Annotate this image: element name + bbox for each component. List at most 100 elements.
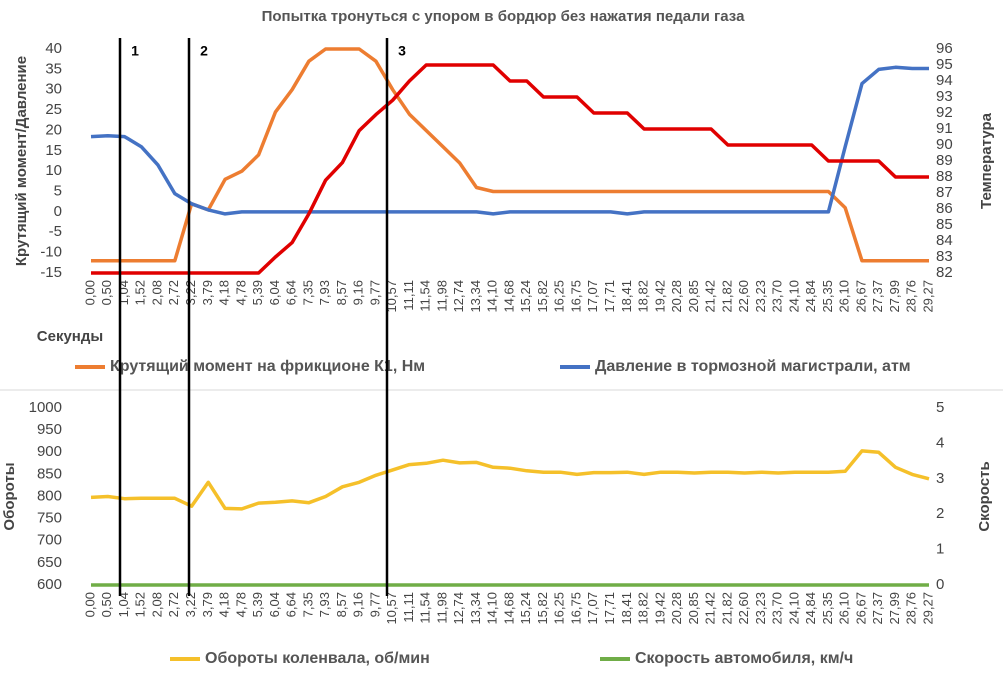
y-tick-label: 5 bbox=[54, 183, 62, 200]
x-tick-label: 13,34 bbox=[468, 592, 483, 625]
x-tick-label: 27,37 bbox=[870, 592, 885, 625]
x-tick-label: 25,35 bbox=[820, 592, 835, 625]
x-tick-label: 26,10 bbox=[837, 592, 852, 625]
x-tick-label: 18,82 bbox=[636, 280, 651, 313]
y2-tick-label: 90 bbox=[936, 136, 953, 153]
y2-tick-label: 87 bbox=[936, 184, 953, 201]
x-tick-label: 7,35 bbox=[300, 280, 315, 305]
x-tick-label: 12,74 bbox=[451, 592, 466, 625]
y2-tick-label: 93 bbox=[936, 88, 953, 105]
x-tick-label: 11,54 bbox=[418, 280, 433, 312]
series-line bbox=[91, 63, 929, 275]
x-tick-label: 16,75 bbox=[568, 592, 583, 625]
y-tick-label: 800 bbox=[37, 487, 62, 504]
y2-tick-label: 91 bbox=[936, 120, 953, 137]
x-tick-label: 27,99 bbox=[887, 592, 902, 625]
y-tick-label: 600 bbox=[37, 576, 62, 593]
y-tick-label: 35 bbox=[45, 60, 62, 77]
x-tick-label: 21,42 bbox=[703, 592, 718, 625]
x-tick-label: 11,11 bbox=[401, 280, 416, 311]
legend-label: Давление в тормозной магистрали, атм bbox=[595, 358, 911, 375]
x-tick-label: 26,67 bbox=[853, 592, 868, 625]
y-axis-label: Обороты bbox=[1, 462, 18, 530]
y-tick-label: 15 bbox=[45, 142, 62, 159]
x-tick-label: 15,24 bbox=[518, 280, 533, 313]
x-tick-label: 23,23 bbox=[753, 280, 768, 313]
series-line bbox=[91, 47, 929, 263]
x-tick-label: 19,42 bbox=[652, 280, 667, 313]
annotation-label: 3 bbox=[398, 43, 406, 59]
x-tick-label: 7,93 bbox=[317, 592, 332, 617]
x-tick-label: 6,64 bbox=[284, 280, 299, 305]
x-tick-label: 20,28 bbox=[669, 280, 684, 313]
y-tick-label: -5 bbox=[49, 223, 62, 240]
x-tick-label: 11,98 bbox=[434, 280, 449, 312]
x-tick-label: 14,68 bbox=[501, 592, 516, 625]
x-tick-label: 25,35 bbox=[820, 280, 835, 313]
x-tick-label: 0,50 bbox=[99, 280, 114, 305]
x-tick-label: 6,04 bbox=[267, 592, 282, 617]
y2-tick-label: 83 bbox=[936, 248, 953, 265]
x-tick-label: 0,00 bbox=[82, 592, 97, 617]
x-tick-label: 5,39 bbox=[250, 280, 265, 305]
x-tick-label: 20,85 bbox=[686, 592, 701, 625]
x-tick-label: 29,27 bbox=[920, 280, 935, 313]
y-tick-label: 900 bbox=[37, 443, 62, 460]
x-tick-label: 3,22 bbox=[183, 280, 198, 305]
series-line bbox=[90, 65, 929, 216]
x-tick-label: 15,82 bbox=[535, 592, 550, 625]
x-tick-label: 24,84 bbox=[803, 592, 818, 625]
x-tick-label: 9,77 bbox=[367, 280, 382, 305]
y2-tick-label: 82 bbox=[936, 264, 953, 281]
y-tick-label: 750 bbox=[37, 510, 62, 527]
x-tick-label: 1,04 bbox=[116, 280, 131, 305]
x-tick-label: 26,10 bbox=[837, 280, 852, 313]
y-axis-label: Крутящий момент/Давление bbox=[13, 56, 30, 266]
x-tick-label: 14,10 bbox=[485, 592, 500, 625]
y-tick-label: 650 bbox=[37, 554, 62, 571]
x-tick-label: 14,68 bbox=[501, 280, 516, 313]
y2-tick-label: 92 bbox=[936, 104, 953, 121]
y2-tick-label: 84 bbox=[936, 232, 953, 249]
x-tick-label: 10,57 bbox=[384, 592, 399, 625]
x-tick-label: 9,16 bbox=[351, 280, 366, 305]
y-tick-label: 20 bbox=[45, 121, 62, 138]
x-tick-label: 26,67 bbox=[853, 280, 868, 313]
x-tick-label: 3,79 bbox=[200, 592, 215, 617]
x-tick-label: 18,41 bbox=[619, 280, 634, 313]
x-tick-label: 15,82 bbox=[535, 280, 550, 313]
x-tick-label: 2,08 bbox=[149, 280, 164, 305]
y2-tick-label: 2 bbox=[936, 505, 944, 522]
x-tick-label: 15,24 bbox=[518, 592, 533, 625]
x-tick-label: 7,35 bbox=[300, 592, 315, 617]
y-tick-label: -10 bbox=[40, 244, 62, 261]
x-tick-label: 27,37 bbox=[870, 280, 885, 313]
y2-tick-label: 0 bbox=[936, 576, 944, 593]
x-tick-label: 11,11 bbox=[401, 592, 416, 623]
x-tick-label: 2,72 bbox=[166, 592, 181, 617]
x-tick-label: 9,77 bbox=[367, 592, 382, 617]
y-tick-label: -15 bbox=[40, 264, 62, 281]
y2-tick-label: 5 bbox=[936, 399, 944, 416]
x-tick-label: 17,07 bbox=[585, 280, 600, 313]
x-tick-label: 19,42 bbox=[652, 592, 667, 625]
y2-tick-label: 4 bbox=[936, 434, 944, 451]
x-tick-label: 20,85 bbox=[686, 280, 701, 313]
x-tick-label: 0,50 bbox=[99, 592, 114, 617]
x-tick-label: 23,70 bbox=[770, 280, 785, 313]
x-tick-label: 13,34 bbox=[468, 280, 483, 313]
x-tick-label: 16,25 bbox=[552, 280, 567, 313]
x-tick-label: 21,82 bbox=[719, 592, 734, 625]
x-tick-label: 14,10 bbox=[485, 280, 500, 313]
y-tick-label: 10 bbox=[45, 162, 62, 179]
y-tick-label: 950 bbox=[37, 421, 62, 438]
x-tick-label: 24,10 bbox=[786, 280, 801, 313]
x-tick-label: 23,23 bbox=[753, 592, 768, 625]
y2-tick-label: 94 bbox=[936, 72, 953, 89]
x-tick-label: 24,10 bbox=[786, 592, 801, 625]
x-tick-label: 8,57 bbox=[334, 592, 349, 617]
y-tick-label: 0 bbox=[54, 203, 62, 220]
legend-label: Крутящий момент на фрикционе К1, Нм bbox=[110, 358, 425, 375]
x-tick-label: 17,07 bbox=[585, 592, 600, 625]
